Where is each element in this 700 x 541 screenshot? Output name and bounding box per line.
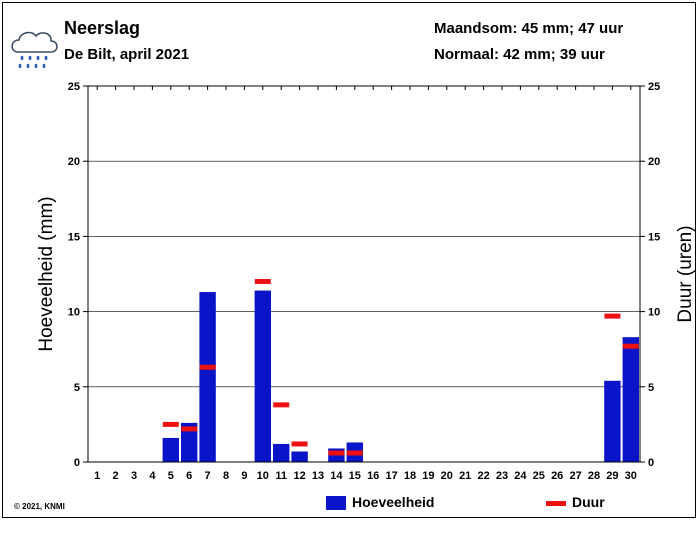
- bar-amount-day-29: [604, 380, 621, 462]
- duration-markers: [162, 279, 639, 456]
- y-tick-label: 25: [68, 81, 80, 93]
- legend-amount-swatch: [326, 496, 346, 511]
- bar-amount-day-11: [273, 443, 290, 462]
- duration-marker-day-6: [181, 426, 198, 432]
- y2-tick-label: 20: [648, 156, 660, 168]
- duration-marker-day-14: [328, 450, 345, 456]
- duration-marker-day-15: [346, 450, 363, 456]
- y2-axis-title: Duur (uren): [675, 225, 696, 322]
- x-tick-label-29: 29: [606, 470, 618, 482]
- duration-marker-day-12: [291, 441, 308, 447]
- duration-marker-day-10: [254, 279, 271, 285]
- y-axis-title: Hoeveelheid (mm): [36, 196, 57, 351]
- duration-marker-day-7: [199, 364, 216, 370]
- legend-duration-swatch: [546, 500, 566, 506]
- bar-amount-day-12: [291, 451, 308, 462]
- x-tick-label-14: 14: [330, 470, 343, 482]
- month-sum-text: Maandsom: 45 mm; 47 uur: [434, 20, 624, 37]
- x-tick-label-7: 7: [205, 470, 211, 482]
- bar-amount-day-5: [162, 437, 179, 462]
- duration-marker-day-5: [162, 421, 179, 427]
- grid-lines: [88, 160, 640, 388]
- x-tick-label-25: 25: [533, 470, 545, 482]
- y-tick-label: 0: [74, 457, 80, 469]
- y-tick-label: 20: [68, 156, 80, 168]
- legend-amount-label: Hoeveelheid: [352, 494, 435, 510]
- amount-bars: [162, 290, 639, 462]
- chart-subtitle: De Bilt, april 2021: [64, 46, 190, 63]
- plot-border: [87, 85, 641, 463]
- y2-tick-label: 10: [648, 307, 660, 319]
- duration-marker-day-11: [273, 402, 290, 408]
- x-tick-label-19: 19: [422, 470, 434, 482]
- y-tick-label: 5: [74, 382, 80, 394]
- duration-marker-day-30: [622, 343, 639, 349]
- x-tick-label-5: 5: [168, 470, 174, 482]
- x-tick-label-26: 26: [551, 470, 563, 482]
- x-tick-label-2: 2: [113, 470, 119, 482]
- legend-duration-label: Duur: [572, 494, 605, 510]
- x-tick-label-17: 17: [385, 470, 397, 482]
- x-tick-label-9: 9: [241, 470, 247, 482]
- y-tick-label: 10: [68, 307, 80, 319]
- x-tick-label-13: 13: [312, 470, 324, 482]
- duration-marker-day-29: [604, 313, 621, 319]
- legend-amount: Hoeveelheid: [326, 494, 435, 511]
- x-tick-label-21: 21: [459, 470, 471, 482]
- x-tick-label-30: 30: [625, 470, 637, 482]
- x-tick-label-8: 8: [223, 470, 229, 482]
- y-tick-label: 15: [68, 231, 80, 243]
- x-tick-label-4: 4: [149, 470, 156, 482]
- y2-tick-label: 0: [648, 457, 654, 469]
- y2-tick-label: 25: [648, 81, 660, 93]
- x-tick-label-3: 3: [131, 470, 137, 482]
- x-tick-label-15: 15: [349, 470, 361, 482]
- x-tick-label-6: 6: [186, 470, 192, 482]
- legend-duration: Duur: [546, 494, 605, 510]
- bar-amount-day-10: [254, 290, 271, 462]
- x-tick-label-24: 24: [514, 470, 527, 482]
- copyright-text: © 2021, KNMI: [14, 502, 65, 511]
- rain-cloud-icon: [11, 31, 58, 69]
- x-tick-label-16: 16: [367, 470, 379, 482]
- x-tick-label-27: 27: [569, 470, 581, 482]
- chart-frame: [2, 2, 696, 518]
- y2-tick-label: 5: [648, 382, 654, 394]
- x-tick-label-1: 1: [94, 470, 100, 482]
- normal-text: Normaal: 42 mm; 39 uur: [434, 46, 605, 63]
- x-tick-label-10: 10: [257, 470, 269, 482]
- x-tick-label-28: 28: [588, 470, 600, 482]
- bar-amount-day-6: [181, 422, 198, 462]
- axis-ticks: [83, 85, 645, 463]
- y2-tick-label: 15: [648, 231, 660, 243]
- bar-amount-day-30: [622, 337, 639, 462]
- x-tick-label-22: 22: [477, 470, 489, 482]
- bar-amount-day-7: [199, 292, 216, 462]
- x-tick-label-20: 20: [441, 470, 453, 482]
- x-tick-label-18: 18: [404, 470, 416, 482]
- chart-title: Neerslag: [64, 18, 141, 38]
- x-tick-label-11: 11: [275, 470, 287, 482]
- x-tick-label-23: 23: [496, 470, 508, 482]
- x-tick-label-12: 12: [293, 470, 305, 482]
